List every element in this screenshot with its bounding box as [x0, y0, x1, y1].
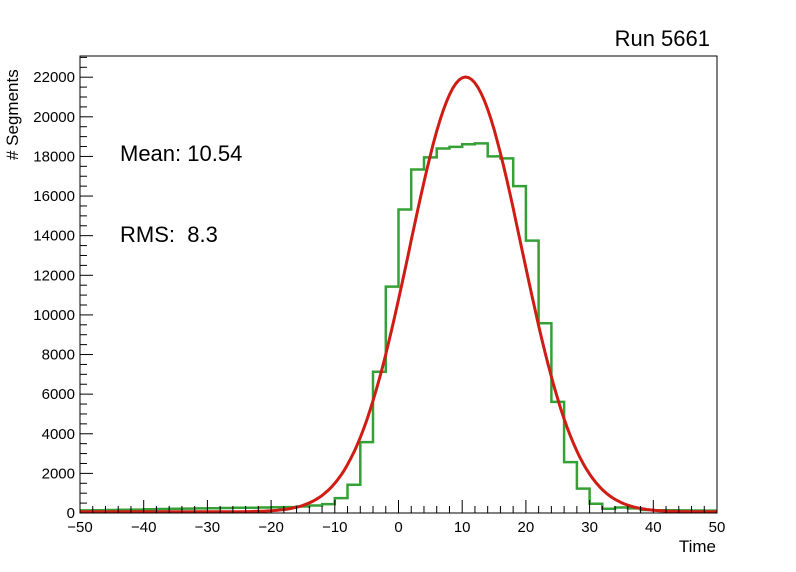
y-tick-label: 20000 — [33, 109, 75, 126]
x-tick-label: −40 — [131, 519, 156, 536]
y-tick-label: 8000 — [42, 347, 75, 364]
plot-title: Run 5661 — [614, 26, 710, 51]
histogram-step-line — [80, 142, 717, 512]
y-tick-label: 22000 — [33, 69, 75, 86]
x-tick-label: 10 — [454, 519, 471, 536]
y-axis-title: # Segments — [3, 69, 22, 160]
x-tick-label: 30 — [581, 519, 598, 536]
y-tick-label: 12000 — [33, 267, 75, 284]
y-tick-label: 0 — [67, 505, 75, 522]
x-tick-label: 0 — [394, 519, 402, 536]
y-tick-label: 10000 — [33, 307, 75, 324]
x-tick-label: −30 — [195, 519, 220, 536]
gaussian-fit-curve — [80, 75, 717, 514]
y-tick-label: 4000 — [42, 426, 75, 443]
stat-rms-text: RMS: 8.3 — [120, 222, 218, 247]
y-tick-label: 6000 — [42, 386, 75, 403]
x-axis-title: Time — [678, 537, 716, 556]
x-tick-label: 20 — [518, 519, 535, 536]
x-tick-label: −10 — [322, 519, 347, 536]
stats-box: Mean: 10.54 RMS: 8.3 — [120, 86, 242, 302]
stat-mean-text: Mean: 10.54 — [120, 141, 243, 166]
y-tick-label: 14000 — [33, 228, 75, 245]
x-tick-label: 50 — [709, 519, 726, 536]
y-tick-label: 18000 — [33, 148, 75, 165]
x-tick-label: −20 — [258, 519, 283, 536]
x-tick-label: −50 — [67, 519, 92, 536]
y-tick-label: 2000 — [42, 465, 75, 482]
y-tick-label: 16000 — [33, 188, 75, 205]
x-tick-label: 40 — [645, 519, 662, 536]
